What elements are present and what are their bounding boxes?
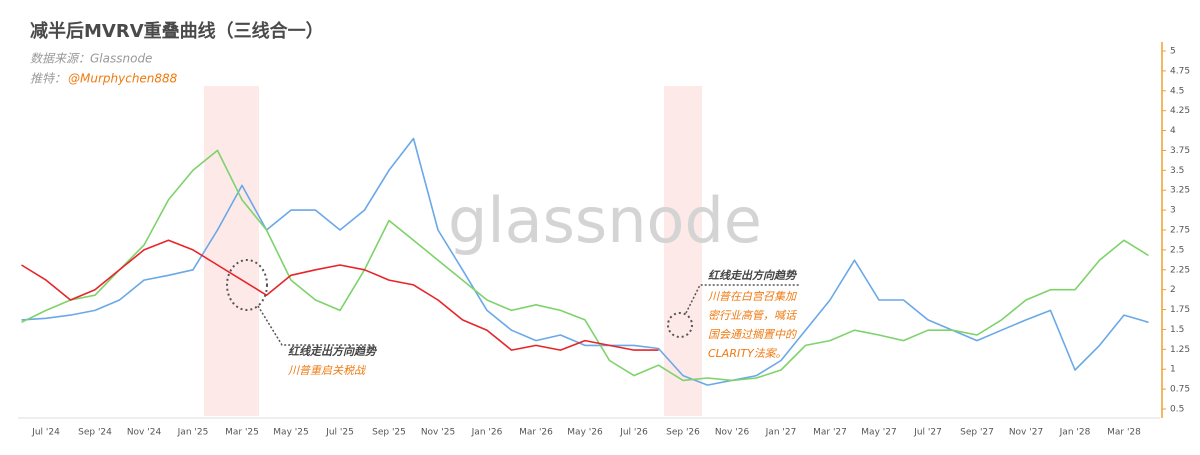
x-tick-label: Mar '26 xyxy=(519,428,553,438)
x-tick-label: May '25 xyxy=(273,428,308,438)
y-tick-label: 3.5 xyxy=(1170,166,1184,176)
x-tick-label: Jul '24 xyxy=(31,428,60,438)
x-tick-label: Sep '24 xyxy=(78,428,112,438)
y-tick-label: 3.75 xyxy=(1170,146,1190,156)
x-tick-label: Jul '27 xyxy=(913,428,942,438)
x-tick-label: Jan '28 xyxy=(1059,428,1091,438)
y-tick-label: 3.25 xyxy=(1170,186,1190,196)
annotation-text: CLARITY法案。 xyxy=(708,347,787,360)
x-tick-label: Nov '25 xyxy=(421,428,455,438)
y-tick-label: 4 xyxy=(1170,126,1176,136)
y-tick-label: 2.75 xyxy=(1170,226,1190,236)
annotation-text: 密行业高管，喊话 xyxy=(708,309,798,322)
y-tick-label: 1.75 xyxy=(1170,305,1190,315)
y-tick-label: 4.5 xyxy=(1170,86,1184,96)
chart-title: 减半后MVRV重叠曲线（三线合一） xyxy=(30,20,324,42)
annotation-text: 国会通过搁置中的 xyxy=(708,328,798,341)
x-tick-label: Jul '26 xyxy=(619,428,648,438)
annotation-title: 红线走出方向趋势 xyxy=(288,345,378,358)
y-tick-label: 3 xyxy=(1170,206,1176,216)
x-tick-label: Sep '25 xyxy=(372,428,406,438)
annotation-title: 红线走出方向趋势 xyxy=(708,269,798,282)
x-tick-label: Jan '27 xyxy=(765,428,797,438)
y-tick-label: 2.25 xyxy=(1170,265,1190,275)
y-tick-label: 2.5 xyxy=(1170,245,1184,255)
x-tick-label: Nov '24 xyxy=(127,428,162,438)
annotation-text: 川普在白宫召集加 xyxy=(708,290,798,303)
x-tick-label: Jan '25 xyxy=(177,428,209,438)
watermark: glassnode xyxy=(448,184,762,257)
y-tick-label: 1.25 xyxy=(1170,345,1190,355)
callout-circle xyxy=(226,259,268,311)
x-tick-label: Sep '26 xyxy=(666,428,700,438)
x-tick-label: Nov '27 xyxy=(1009,428,1043,438)
y-tick-label: 4.25 xyxy=(1170,106,1190,116)
annotation-text: 川普重启关税战 xyxy=(288,364,367,377)
series-line xyxy=(21,239,659,351)
x-tick-label: Sep '27 xyxy=(960,428,994,438)
y-tick-label: 1 xyxy=(1170,365,1176,375)
x-tick-label: Jul '25 xyxy=(325,428,354,438)
callout-circle xyxy=(667,312,693,338)
x-tick-label: Mar '28 xyxy=(1107,428,1141,438)
x-tick-label: Jan '26 xyxy=(471,428,503,438)
y-tick-label: 1.5 xyxy=(1170,325,1184,335)
plot xyxy=(21,137,1149,386)
y-tick-label: 5 xyxy=(1170,47,1176,57)
y-tick-label: 0.75 xyxy=(1170,385,1190,395)
x-tick-label: May '26 xyxy=(567,428,603,438)
x-tick-label: Nov '26 xyxy=(715,428,750,438)
callout-line xyxy=(685,284,800,314)
y-tick-label: 4.75 xyxy=(1170,66,1190,76)
x-tick-label: May '27 xyxy=(861,428,896,438)
x-tick-label: Mar '25 xyxy=(225,428,259,438)
callout-line xyxy=(257,305,376,346)
y-tick-label: 0.5 xyxy=(1170,405,1184,415)
source-label: 数据来源：Glassnode xyxy=(30,52,152,66)
x-tick-label: Mar '27 xyxy=(813,428,847,438)
highlight-band xyxy=(204,86,259,416)
twitter-label: 推特： xyxy=(30,72,66,86)
y-tick-label: 2 xyxy=(1170,285,1176,295)
twitter-handle: @Murphychen888 xyxy=(68,72,178,86)
series-line xyxy=(21,137,1149,386)
series-line xyxy=(21,149,1149,382)
